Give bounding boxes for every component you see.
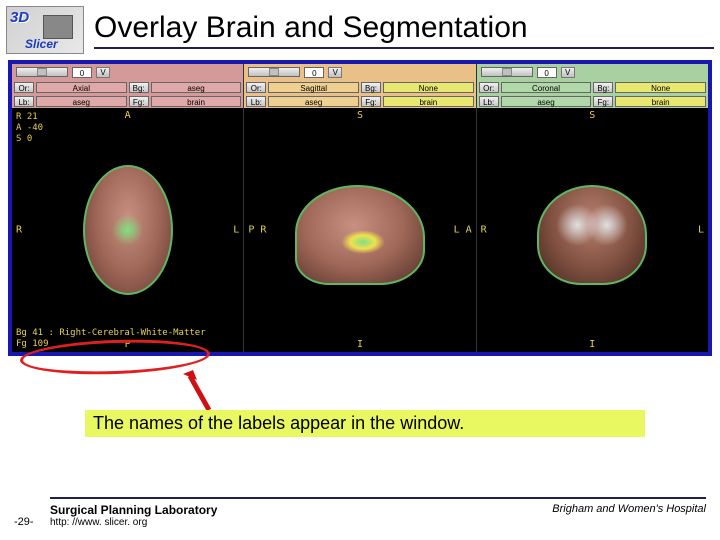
visibility-toggle[interactable]: V: [328, 67, 342, 78]
pane-row-orientation-bg: Or:SagittalBg:None: [244, 80, 475, 94]
labelmap-label: Lb:: [479, 96, 499, 107]
orient-left: P R: [248, 225, 266, 236]
slide-title: Overlay Brain and Segmentation: [94, 11, 714, 49]
orient-right: L: [233, 225, 239, 236]
orientation-selector[interactable]: Axial: [36, 82, 127, 93]
orient-left: R: [481, 225, 487, 236]
slicer-logo: 3D Slicer: [6, 6, 84, 54]
slice-index-field[interactable]: 0: [304, 67, 324, 78]
pane-row-label-fg: Lb:asegFg:brain: [477, 94, 708, 108]
foreground-label: Fg:: [593, 96, 613, 107]
slice-render-area[interactable]: S I P R L A: [244, 108, 475, 352]
footer-hospital: Brigham and Women's Hospital: [552, 503, 706, 515]
footer-url: http: //www. slicer. org: [50, 517, 217, 528]
pane-row-label-fg: Lb:asegFg:brain: [244, 94, 475, 108]
labelmap-label: Lb:: [14, 96, 34, 107]
slide-header: 3D Slicer Overlay Brain and Segmentation: [0, 0, 720, 56]
orientation-label: Or:: [14, 82, 34, 93]
orientation-label: Or:: [246, 82, 266, 93]
labelmap-selector[interactable]: aseg: [501, 96, 592, 107]
orient-top: S: [357, 110, 363, 121]
slice-pane-1: 0VOr:SagittalBg:NoneLb:asegFg:brainSIP R…: [244, 64, 476, 352]
visibility-toggle[interactable]: V: [96, 67, 110, 78]
brain-slice-graphic: [83, 165, 173, 295]
pane-row-label-fg: Lb:asegFg:brain: [12, 94, 243, 108]
slice-render-area[interactable]: S I R L: [477, 108, 708, 352]
slice-slider[interactable]: [16, 67, 68, 77]
caption-highlight: The names of the labels appear in the wi…: [85, 410, 645, 437]
orientation-selector[interactable]: Coronal: [501, 82, 592, 93]
background-selector[interactable]: aseg: [151, 82, 242, 93]
slice-pane-0: 0VOr:AxialBg:asegLb:asegFg:brainAPRLR 21…: [12, 64, 244, 352]
background-label: Bg:: [129, 82, 149, 93]
orient-top: A: [125, 110, 131, 121]
orientation-selector[interactable]: Sagittal: [268, 82, 359, 93]
orient-bottom: I: [357, 339, 363, 350]
orientation-label: Or:: [479, 82, 499, 93]
slide-footer: Surgical Planning Laboratory http: //www…: [0, 497, 720, 528]
orient-top: S: [589, 110, 595, 121]
foreground-label: Fg:: [129, 96, 149, 107]
orient-bottom: I: [589, 339, 595, 350]
slice-viewer-screenshot: 0VOr:AxialBg:asegLb:asegFg:brainAPRLR 21…: [8, 60, 712, 356]
slider-thumb[interactable]: [269, 68, 279, 76]
labelmap-selector[interactable]: aseg: [36, 96, 127, 107]
logo-slicer-text: Slicer: [25, 37, 58, 51]
background-selector[interactable]: None: [615, 82, 706, 93]
slice-index-field[interactable]: 0: [537, 67, 557, 78]
brain-slice-graphic: [295, 185, 425, 285]
slice-index-field[interactable]: 0: [72, 67, 92, 78]
foreground-selector[interactable]: brain: [151, 96, 242, 107]
orient-left: R: [16, 225, 22, 236]
slice-render-area[interactable]: APRLR 21 A -40 S 0Bg 41 : Right-Cerebral…: [12, 108, 243, 352]
visibility-toggle[interactable]: V: [561, 67, 575, 78]
pane-control-bar: 0V: [12, 64, 243, 80]
slice-pane-2: 0VOr:CoronalBg:NoneLb:asegFg:brainSIRL: [477, 64, 708, 352]
foreground-selector[interactable]: brain: [615, 96, 706, 107]
pane-control-bar: 0V: [244, 64, 475, 80]
orient-right: L: [698, 225, 704, 236]
foreground-selector[interactable]: brain: [383, 96, 474, 107]
slider-thumb[interactable]: [37, 68, 47, 76]
foreground-label: Fg:: [361, 96, 381, 107]
pane-row-orientation-bg: Or:AxialBg:aseg: [12, 80, 243, 94]
labelmap-label: Lb:: [246, 96, 266, 107]
footer-divider: [50, 497, 706, 499]
brain-slice-graphic: [537, 185, 647, 285]
labelmap-selector[interactable]: aseg: [268, 96, 359, 107]
slider-thumb[interactable]: [502, 68, 512, 76]
label-status-line: Bg 41 : Right-Cerebral-White-Matter: [16, 328, 206, 338]
footer-lab-name: Surgical Planning Laboratory: [50, 503, 217, 517]
coord-readout: R 21 A -40 S 0: [16, 112, 43, 145]
background-label: Bg:: [361, 82, 381, 93]
background-label: Bg:: [593, 82, 613, 93]
logo-cube-graphic: [43, 15, 73, 39]
slice-slider[interactable]: [248, 67, 300, 77]
logo-3d-text: 3D: [10, 9, 29, 26]
slice-slider[interactable]: [481, 67, 533, 77]
pane-control-bar: 0V: [477, 64, 708, 80]
background-selector[interactable]: None: [383, 82, 474, 93]
orient-right: L A: [454, 225, 472, 236]
pane-row-orientation-bg: Or:CoronalBg:None: [477, 80, 708, 94]
